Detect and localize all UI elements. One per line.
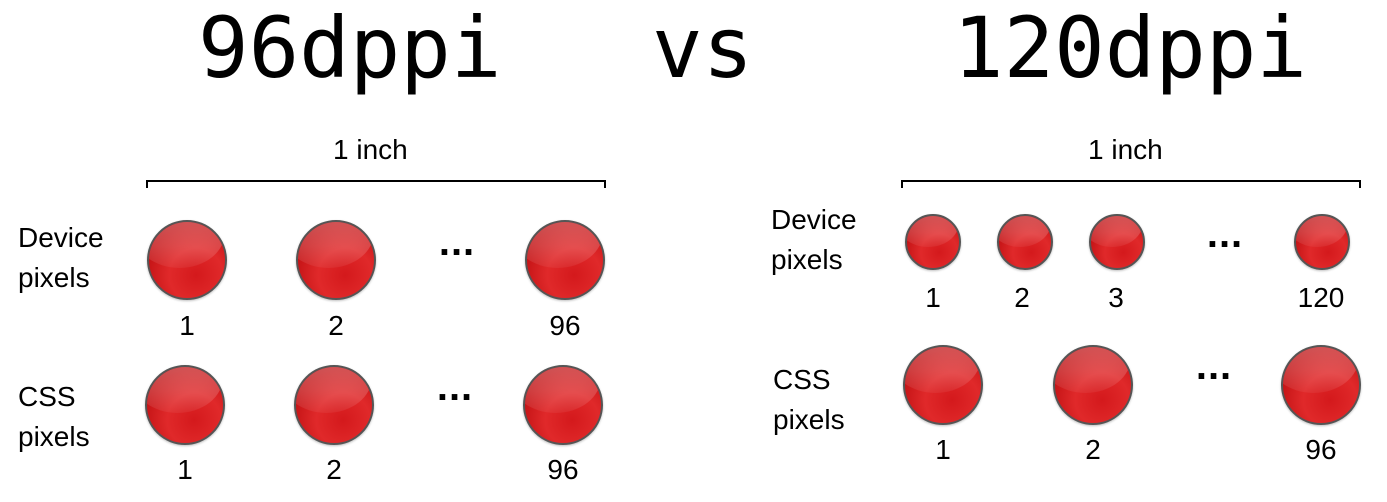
number-label: 1 xyxy=(177,454,193,485)
row-label-device-pixels: Device pixels xyxy=(18,218,104,298)
row-label-device-pixels: Device pixels xyxy=(771,200,857,280)
row-label-line2: pixels xyxy=(771,244,843,275)
span-label-1-inch: 1 inch xyxy=(333,134,408,165)
css-pixel-dot-1 xyxy=(903,345,983,425)
row-label-line2: pixels xyxy=(18,421,90,452)
css-pixel-dot-96 xyxy=(1281,345,1361,425)
css-pixel-dot-2 xyxy=(1053,345,1133,425)
span-label-1-inch: 1 inch xyxy=(1088,134,1163,165)
number-label: 2 xyxy=(326,454,342,485)
number-label: 96 xyxy=(547,454,579,485)
row-label-css-pixels: CSS pixels xyxy=(773,360,845,440)
row-label-line1: CSS xyxy=(773,364,831,395)
device-pixel-dot-1 xyxy=(147,220,227,300)
row-label-line1: CSS xyxy=(18,381,76,412)
device-pixel-dot-3 xyxy=(1089,214,1145,270)
number-label: 2 xyxy=(328,310,344,341)
device-pixel-dot-1 xyxy=(905,214,961,270)
ellipsis: ... xyxy=(1195,344,1233,388)
number-label: 96 xyxy=(1305,434,1337,465)
number-label: 2 xyxy=(1014,282,1030,313)
css-pixel-dot-2 xyxy=(294,365,374,445)
row-label-line2: pixels xyxy=(773,404,845,435)
title-120dppi: 120dppi xyxy=(953,0,1308,97)
css-pixel-dot-1 xyxy=(145,365,225,445)
ellipsis: ... xyxy=(1206,212,1244,256)
number-label: 1 xyxy=(179,310,195,341)
number-label: 2 xyxy=(1085,434,1101,465)
number-label: 96 xyxy=(549,310,581,341)
row-label-line1: Device xyxy=(18,222,104,253)
row-label-css-pixels: CSS pixels xyxy=(18,377,90,457)
device-pixel-dot-120 xyxy=(1294,214,1350,270)
row-label-line2: pixels xyxy=(18,262,90,293)
number-label: 1 xyxy=(935,434,951,465)
device-pixel-dot-96 xyxy=(525,220,605,300)
device-pixel-dot-2 xyxy=(997,214,1053,270)
number-label: 3 xyxy=(1108,282,1124,313)
inch-bracket xyxy=(901,180,1361,188)
title-vs: vs xyxy=(652,0,754,97)
title-96dppi: 96dppi xyxy=(198,0,502,97)
row-label-line1: Device xyxy=(771,204,857,235)
css-pixel-dot-96 xyxy=(523,365,603,445)
inch-bracket xyxy=(146,180,606,188)
number-label: 1 xyxy=(925,282,941,313)
device-pixel-dot-2 xyxy=(296,220,376,300)
ellipsis: ... xyxy=(438,220,476,264)
ellipsis: ... xyxy=(436,365,474,409)
number-label: 120 xyxy=(1297,282,1345,313)
